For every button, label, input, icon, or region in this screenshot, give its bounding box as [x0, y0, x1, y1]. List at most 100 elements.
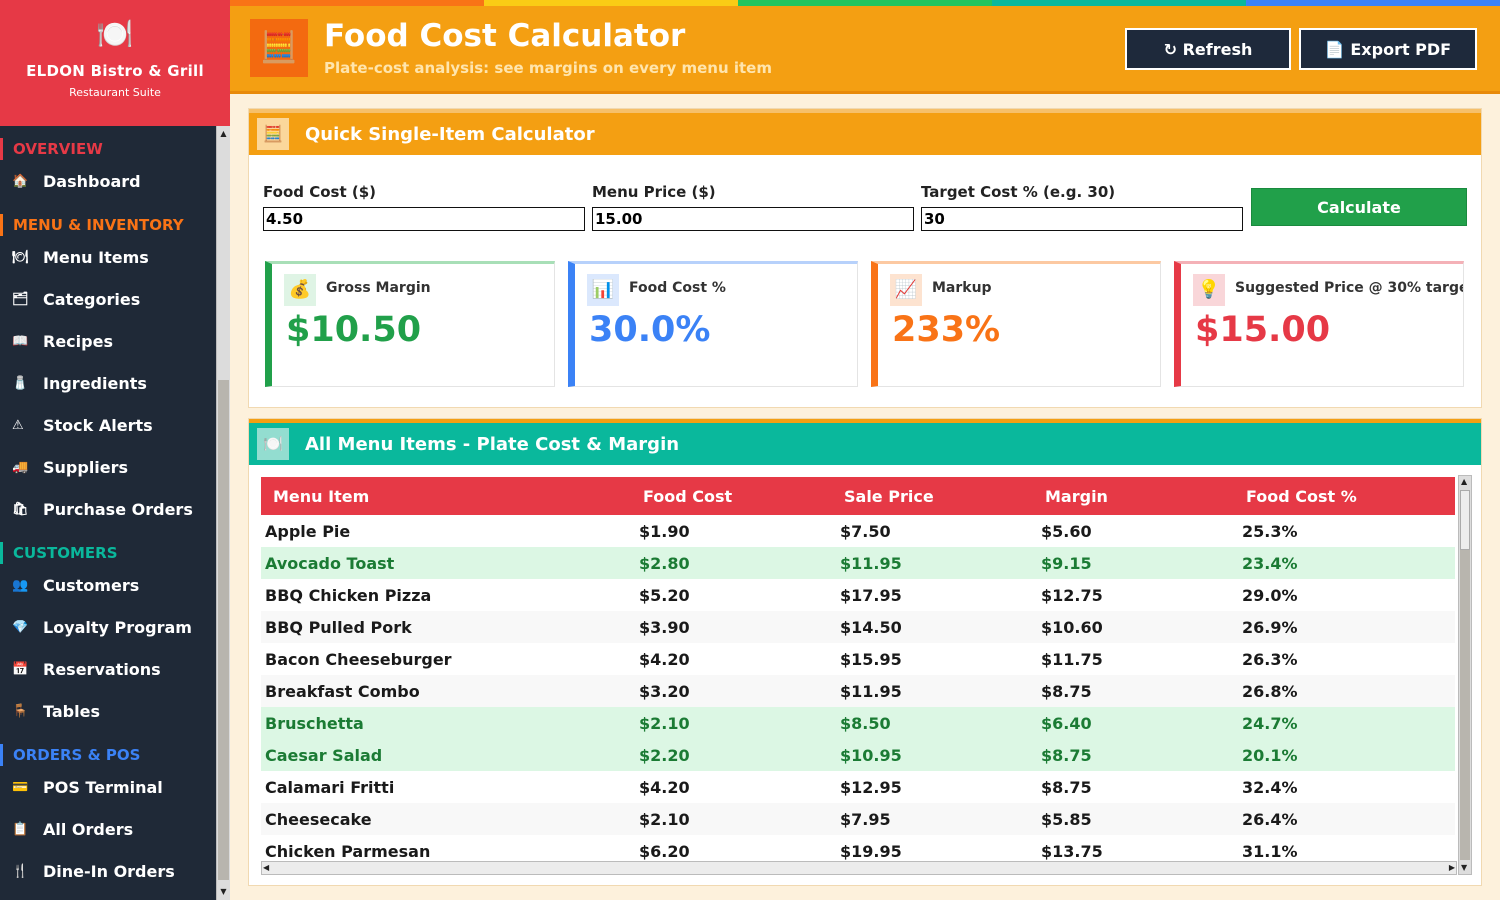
table-cell: $4.20 — [639, 777, 690, 797]
table-cell: $2.10 — [635, 803, 836, 835]
menu-items-title: All Menu Items - Plate Cost & Margin — [305, 433, 680, 455]
sidebar-item-tables[interactable]: 🪑 Tables — [0, 690, 216, 732]
table-row[interactable]: BBQ Pulled Pork $3.90 $14.50 $10.60 26.9% — [261, 611, 1455, 643]
sidebar-item-purchase-orders[interactable]: 🛍 Purchase Orders — [0, 488, 216, 530]
table-cell: $19.95 — [840, 841, 902, 861]
sidebar-scroll-thumb[interactable] — [218, 380, 229, 880]
table-cell: $13.75 — [1041, 841, 1103, 861]
reservations-icon: 📅 — [12, 661, 29, 677]
markup-card: 📈 Markup 233% — [871, 261, 1161, 387]
column-header[interactable]: Food Cost — [635, 477, 836, 515]
quick-calculator-panel: 🧮 Quick Single-Item Calculator Food Cost… — [248, 108, 1482, 408]
tables-icon: 🪑 — [12, 703, 29, 719]
menu-price-input[interactable] — [592, 207, 914, 231]
abacus-icon: 🧮 — [257, 118, 289, 150]
table-cell: Bruschetta — [261, 707, 635, 739]
sidebar-item-label: All Orders — [43, 819, 134, 839]
sidebar-scrollbar[interactable]: ▲ ▼ — [216, 126, 230, 900]
sidebar-item-label: Dashboard — [43, 171, 141, 191]
table-scroll-thumb[interactable] — [1460, 490, 1470, 550]
food-cost-percent-label: Food Cost % — [629, 280, 726, 296]
sidebar-item-categories[interactable]: 🗂 Categories — [0, 278, 216, 320]
scroll-down-icon[interactable]: ▼ — [220, 887, 227, 896]
color-strip-segment — [484, 0, 738, 6]
export-pdf-button[interactable]: 📄 Export PDF — [1299, 28, 1477, 70]
sidebar-item-dashboard[interactable]: 🏠 Dashboard — [0, 160, 216, 202]
table-cell: $11.95 — [836, 675, 1037, 707]
target-cost-field-group: Target Cost % (e.g. 30) — [921, 183, 1243, 231]
table-cell: BBQ Chicken Pizza — [265, 585, 432, 605]
table-cell: BBQ Pulled Pork — [261, 611, 635, 643]
sidebar-item-ingredients[interactable]: 🧂 Ingredients — [0, 362, 216, 404]
column-header[interactable]: Margin — [1037, 477, 1238, 515]
table-row[interactable]: Calamari Fritti $4.20 $12.95 $8.75 32.4% — [261, 771, 1455, 803]
table-cell: $8.75 — [1037, 739, 1238, 771]
table-cell: 20.1% — [1238, 739, 1455, 771]
markup-value: 233% — [892, 310, 1001, 350]
sidebar-item-label: Dine-In Orders — [43, 861, 175, 881]
color-strip-segment — [230, 0, 484, 6]
table-vertical-scrollbar[interactable]: ▲ ▼ — [1458, 475, 1472, 875]
trend-up-icon: 📈 — [890, 274, 922, 306]
sidebar-item-suppliers[interactable]: 🚚 Suppliers — [0, 446, 216, 488]
food-cost-input[interactable] — [263, 207, 585, 231]
table-row[interactable]: Chicken Parmesan $6.20 $19.95 $13.75 31.1% — [261, 835, 1455, 861]
sidebar-item-dine-in-orders[interactable]: 🍴 Dine-In Orders — [0, 850, 216, 892]
gross-margin-label: Gross Margin — [326, 280, 431, 296]
table-row[interactable]: Apple Pie $1.90 $7.50 $5.60 25.3% — [261, 515, 1455, 547]
column-header[interactable]: Sale Price — [836, 477, 1037, 515]
table-row[interactable]: Breakfast Combo $3.20 $11.95 $8.75 26.8% — [261, 675, 1455, 707]
table-horizontal-scrollbar[interactable]: ◀ ▶ — [261, 861, 1457, 875]
calculate-button[interactable]: Calculate — [1251, 188, 1467, 226]
scroll-up-icon[interactable]: ▲ — [1461, 477, 1468, 486]
table-cell: Bacon Cheeseburger — [265, 649, 452, 669]
sidebar-item-loyalty-program[interactable]: 💎 Loyalty Program — [0, 606, 216, 648]
table-cell: $3.90 — [635, 611, 836, 643]
gross-margin-value: $10.50 — [286, 310, 422, 350]
sidebar-item-label: Tables — [43, 701, 100, 721]
table-row[interactable]: Avocado Toast $2.80 $11.95 $9.15 23.4% — [261, 547, 1455, 579]
sidebar-nav: OVERVIEW 🏠 Dashboard MENU & INVENTORY 🍽 Menu … — [0, 126, 216, 900]
calculator-header: 🧮 Quick Single-Item Calculator — [249, 109, 1481, 155]
table-cell: $4.20 — [639, 649, 690, 669]
sidebar-item-menu-items[interactable]: 🍽 Menu Items — [0, 236, 216, 278]
money-bag-icon: 💰 — [284, 274, 316, 306]
column-header[interactable]: Food Cost % — [1238, 477, 1455, 515]
sidebar-item-customers[interactable]: 👥 Customers — [0, 564, 216, 606]
sidebar-item-label: Purchase Orders — [43, 499, 193, 519]
table-row[interactable]: Bacon Cheeseburger $4.20 $15.95 $11.75 26.3% — [261, 643, 1455, 675]
menu-items-table-wrap: Menu Item Food Cost Sale Price Margin Food C… — [261, 477, 1457, 861]
sidebar-item-stock-alerts[interactable]: ⚠ Stock Alerts — [0, 404, 216, 446]
table-row[interactable]: Cheesecake $2.10 $7.95 $5.85 26.4% — [261, 803, 1455, 835]
sidebar-item-recipes[interactable]: 📖 Recipes — [0, 320, 216, 362]
table-row[interactable]: BBQ Chicken Pizza $5.20 $17.95 $12.75 29.0% — [261, 579, 1455, 611]
table-cell: $7.50 — [840, 521, 891, 541]
target-cost-input[interactable] — [921, 207, 1243, 231]
scroll-right-icon[interactable]: ▶ — [1448, 863, 1455, 872]
sidebar-item-all-orders[interactable]: 📋 All Orders — [0, 808, 216, 850]
table-row[interactable]: Bruschetta $2.10 $8.50 $6.40 24.7% — [261, 707, 1455, 739]
refresh-button[interactable]: ↻ Refresh — [1125, 28, 1291, 70]
color-strip-segment — [738, 0, 992, 6]
scroll-left-icon[interactable]: ◀ — [263, 863, 270, 872]
suggested-price-value: $15.00 — [1195, 310, 1331, 350]
table-scroll-track[interactable] — [1460, 514, 1470, 860]
table-cell: $12.75 — [1041, 585, 1103, 605]
sidebar-section-heading: CUSTOMERS — [0, 542, 216, 564]
food-cost-label: Food Cost ($) — [263, 183, 376, 201]
table-cell: 26.4% — [1238, 803, 1455, 835]
menu-items-panel: 🍽️ All Menu Items - Plate Cost & Margin … — [248, 418, 1482, 886]
menu-price-label: Menu Price ($) — [592, 183, 716, 201]
scroll-down-icon[interactable]: ▼ — [1461, 863, 1468, 872]
table-cell: $5.85 — [1037, 803, 1238, 835]
column-header[interactable]: Menu Item — [261, 477, 635, 515]
table-row[interactable]: Caesar Salad $2.20 $10.95 $8.75 20.1% — [261, 739, 1455, 771]
ingredients-icon: 🧂 — [12, 375, 29, 391]
table-cell: 26.8% — [1238, 675, 1455, 707]
table-cell: $8.75 — [1041, 777, 1092, 797]
table-cell: $6.40 — [1037, 707, 1238, 739]
sidebar-item-pos-terminal[interactable]: 💳 POS Terminal — [0, 766, 216, 808]
lightbulb-icon: 💡 — [1193, 274, 1225, 306]
scroll-up-icon[interactable]: ▲ — [220, 129, 227, 138]
sidebar-item-reservations[interactable]: 📅 Reservations — [0, 648, 216, 690]
